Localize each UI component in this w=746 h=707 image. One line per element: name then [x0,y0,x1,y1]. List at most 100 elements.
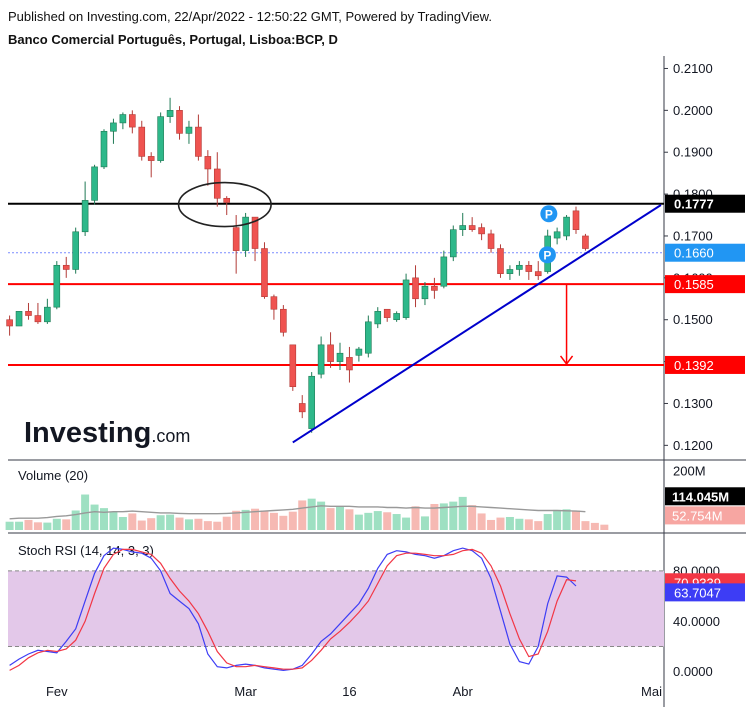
candle[interactable] [525,264,533,272]
candle[interactable] [138,126,146,157]
candle[interactable] [383,308,391,318]
candle[interactable] [270,296,278,310]
candle[interactable] [251,216,259,249]
volume-bar[interactable] [147,518,156,530]
volume-bar[interactable] [468,505,477,530]
candle[interactable] [44,306,51,323]
candle[interactable] [289,344,297,388]
volume-bar[interactable] [487,519,496,530]
volume-bar[interactable] [298,500,307,530]
candle[interactable] [81,200,89,233]
ellipse-annotation[interactable] [177,181,272,228]
volume-bar[interactable] [232,510,241,530]
candle[interactable] [308,375,315,429]
price-pane[interactable]: 0.21000.20000.19000.18000.17000.16000.15… [6,61,745,453]
volume-bar[interactable] [543,514,552,530]
candle[interactable] [412,277,419,300]
volume-bar[interactable] [373,511,382,530]
volume-bar[interactable] [553,509,562,530]
volume-bar[interactable] [166,514,175,530]
candle[interactable] [506,269,514,274]
volume-bar[interactable] [590,522,599,530]
candle[interactable] [534,271,542,277]
volume-bar[interactable] [411,506,420,530]
volume-bar[interactable] [430,503,439,530]
candle[interactable] [449,229,457,258]
candle[interactable] [487,233,495,249]
candle[interactable] [440,256,448,287]
volume-bar[interactable] [203,521,212,530]
candle[interactable] [355,348,363,356]
candle[interactable] [176,110,183,134]
volume-bar[interactable] [90,504,99,530]
pivot-marker[interactable] [540,205,558,223]
volume-bar[interactable] [402,517,411,530]
time-axis[interactable]: Fev Mar 16 Abr Mai [46,684,662,699]
volume-bar[interactable] [505,516,514,530]
volume-bar[interactable] [392,514,401,530]
volume-bar[interactable] [175,517,184,530]
candle[interactable] [223,197,231,203]
volume-ma-line[interactable] [9,505,586,520]
candle[interactable] [346,357,353,371]
volume-bar[interactable] [222,516,231,530]
candle[interactable] [327,344,334,362]
candle[interactable] [185,126,193,134]
volume-bar[interactable] [43,522,52,530]
volume-bar[interactable] [458,496,467,530]
volume-bar[interactable] [288,511,297,530]
candle[interactable] [25,311,32,316]
volume-bar[interactable] [336,506,344,530]
candle[interactable] [53,264,61,308]
volume-bar[interactable] [269,512,278,530]
candle[interactable] [34,315,42,323]
candle[interactable] [100,130,108,168]
volume-bar[interactable] [24,519,33,530]
candle[interactable] [431,285,438,291]
candle[interactable] [280,308,287,333]
volume-bar[interactable] [383,512,392,530]
candle[interactable] [195,126,202,157]
stoch-d-line[interactable] [9,548,577,671]
candle[interactable] [166,110,174,117]
volume-bar[interactable] [5,521,14,530]
candle[interactable] [317,344,325,375]
volume-bar[interactable] [449,501,458,530]
candle[interactable] [72,231,79,270]
candle[interactable] [459,225,467,230]
volume-bar[interactable] [184,519,193,530]
volume-bar[interactable] [326,508,335,530]
volume-bar[interactable] [420,516,429,530]
volume-bar[interactable] [260,510,269,530]
volume-bar[interactable] [345,509,354,530]
volume-bar[interactable] [156,515,165,530]
volume-bar[interactable] [71,510,80,530]
candle[interactable] [242,216,249,251]
candle[interactable] [157,116,164,161]
volume-bar[interactable] [439,503,448,530]
candle[interactable] [563,216,570,237]
candle[interactable] [374,311,382,325]
volume-bar[interactable] [572,510,580,530]
volume-bar[interactable] [118,516,127,530]
volume-bar[interactable] [33,522,42,530]
volume-bar[interactable] [307,498,316,530]
volume-bar[interactable] [496,517,505,530]
volume-bar[interactable] [62,519,71,530]
candle[interactable] [232,227,240,251]
volume-bar[interactable] [364,512,373,530]
volume-bar[interactable] [534,521,543,530]
volume-bar[interactable] [15,521,24,530]
candle[interactable] [15,311,23,327]
candle[interactable] [468,225,476,230]
volume-bar[interactable] [477,513,486,530]
candle[interactable] [6,319,13,327]
candle[interactable] [261,248,268,297]
volume-bar[interactable] [128,513,137,530]
candle[interactable] [553,231,561,239]
stoch-rsi-pane[interactable]: Stoch RSI (14, 14, 3, 3)80.000040.00000.… [8,543,745,679]
volume-bar[interactable] [562,509,571,530]
volume-bar[interactable] [600,524,609,530]
candle[interactable] [119,114,127,124]
